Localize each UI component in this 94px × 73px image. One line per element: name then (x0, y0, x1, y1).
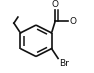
Text: O: O (52, 0, 59, 9)
Text: O: O (69, 17, 76, 26)
Text: Br: Br (59, 59, 69, 68)
